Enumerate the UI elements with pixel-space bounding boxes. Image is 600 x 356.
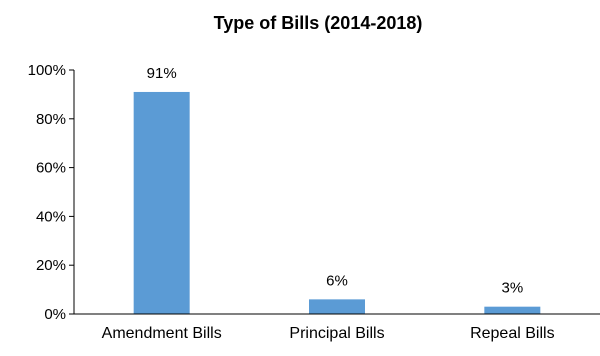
data-label: 91%: [147, 65, 177, 82]
y-tick-label: 60%: [36, 160, 66, 177]
y-tick-label: 100%: [28, 62, 66, 79]
y-tick-label: 20%: [36, 257, 66, 274]
category-label: Principal Bills: [289, 325, 384, 342]
bar: [133, 91, 190, 315]
bars: 91% 6% 3%: [133, 65, 541, 315]
category-label: Repeal Bills: [470, 325, 554, 342]
data-label: 3%: [501, 280, 523, 297]
y-tick-label: 80%: [36, 111, 66, 128]
category-label: Amendment Bills: [102, 325, 222, 342]
y-tick-label: 0%: [44, 306, 66, 323]
y-tick-label: 40%: [36, 208, 66, 225]
x-axis: Amendment Bills Principal Bills Repeal Bil…: [74, 313, 600, 342]
y-axis: 0% 20% 40% 60% 80% 100%: [28, 62, 75, 323]
bar: [309, 299, 365, 314]
data-label: 6%: [326, 272, 348, 289]
bar: [484, 306, 541, 314]
chart-title: Type of Bills (2014-2018): [214, 13, 423, 33]
